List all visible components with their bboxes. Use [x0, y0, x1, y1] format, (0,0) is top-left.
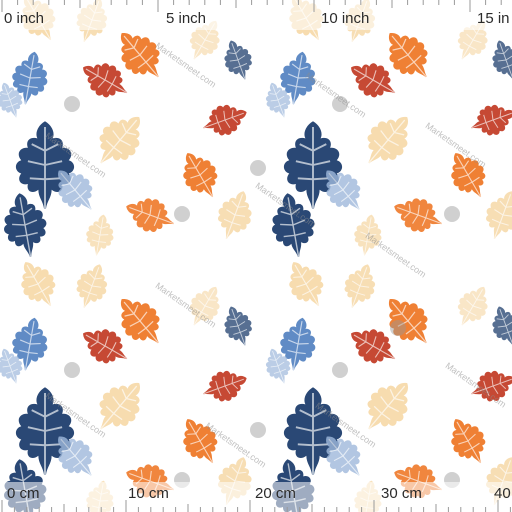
- oak-leaf-icon: [12, 51, 48, 105]
- oak-leaf-icon: [189, 286, 220, 326]
- oak-leaf-icon: [367, 116, 408, 164]
- oak-leaf-icon: [486, 191, 512, 239]
- oak-leaf-icon: [21, 262, 56, 307]
- oak-leaf-icon: [388, 32, 428, 78]
- oak-leaf-icon: [344, 264, 376, 308]
- oak-leaf-icon: [451, 419, 486, 464]
- oak-leaf-icon: [203, 104, 247, 136]
- oak-leaf-icon: [326, 436, 361, 476]
- oak-leaf-icon: [120, 32, 160, 78]
- oak-leaf-icon: [83, 63, 128, 98]
- oak-leaf-icon: [99, 116, 140, 164]
- oak-leaf-icon: [224, 306, 252, 346]
- ruler-bottom-label: 10 cm: [128, 485, 169, 502]
- oak-leaf-icon: [289, 262, 324, 307]
- sm-logo-icon: [332, 362, 348, 378]
- oak-leaf-icon: [183, 419, 218, 464]
- oak-leaf-icon: [224, 40, 252, 80]
- sm-logo-icon: [174, 206, 190, 222]
- ruler-top-label: 15 in: [477, 10, 510, 27]
- sm-logo-icon: [250, 422, 266, 438]
- oak-leaf-icon: [492, 306, 512, 346]
- oak-leaf-icon: [272, 193, 315, 257]
- oak-leaf-icon: [265, 82, 291, 118]
- oak-leaf-icon: [86, 214, 114, 256]
- ruler-top-ticks: [1, 0, 502, 12]
- oak-leaf-icon: [0, 82, 23, 118]
- ruler-top-label: 10 inch: [321, 10, 370, 27]
- oak-leaf-icon: [492, 40, 512, 80]
- oak-leaf-icon: [4, 193, 47, 257]
- oak-leaf-icon: [326, 170, 361, 210]
- oak-leaf-icon: [471, 104, 512, 136]
- sm-logo-icon: [332, 96, 348, 112]
- oak-leaf-icon: [280, 51, 316, 105]
- sm-logo-icon: [64, 362, 80, 378]
- oak-leaf-icon: [58, 436, 93, 476]
- ruler-top-label: 5 inch: [166, 10, 207, 27]
- oak-leaf-icon: [388, 298, 428, 344]
- oak-leaf-icon: [457, 286, 488, 326]
- oak-leaf-icon: [354, 214, 382, 256]
- oak-leaf-icon: [351, 63, 396, 98]
- oak-leaf-icon: [126, 198, 174, 232]
- oak-leaf-icon: [451, 153, 486, 198]
- sm-logo-icon: [444, 206, 460, 222]
- ruler-bottom-ticks: [1, 500, 511, 512]
- oak-leaf-icon: [99, 382, 140, 430]
- ruler-bottom-label: 20 cm: [255, 485, 296, 502]
- ruler-bottom-label: 0 cm: [7, 485, 40, 502]
- oak-leaf-icon: [76, 264, 108, 308]
- oak-leaf-icon: [189, 20, 220, 60]
- ruler-bottom: 0 cm 10 cm 20 cm 30 cm 40: [0, 482, 512, 512]
- oak-leaf-icon: [120, 298, 160, 344]
- oak-leaf-icon: [12, 317, 48, 371]
- oak-leaf-icon: [367, 382, 408, 430]
- oak-leaf-icon: [457, 20, 488, 60]
- oak-leaf-icon: [0, 348, 23, 384]
- oak-leaf-icon: [218, 191, 252, 239]
- ruler-top-label: 0 inch: [4, 10, 45, 27]
- sm-logo-icon: [250, 160, 266, 176]
- sm-logo-icon: [390, 320, 406, 336]
- ruler-bottom-label: 40: [494, 485, 511, 502]
- oak-leaf-icon: [58, 170, 93, 210]
- oak-leaf-icon: [471, 370, 512, 402]
- oak-leaf-icon: [280, 317, 316, 371]
- oak-leaf-icon: [183, 153, 218, 198]
- sm-logo-icon: [64, 96, 80, 112]
- oak-leaf-icon: [351, 329, 396, 364]
- oak-leaf-icon: [265, 348, 291, 384]
- oak-leaf-icon: [203, 370, 247, 402]
- ruler-bottom-label: 30 cm: [381, 485, 422, 502]
- ruler-top: 0 inch 5 inch 10 inch 15 in: [0, 0, 512, 30]
- oak-leaf-icon: [83, 329, 128, 364]
- oak-leaf-icon: [394, 198, 442, 232]
